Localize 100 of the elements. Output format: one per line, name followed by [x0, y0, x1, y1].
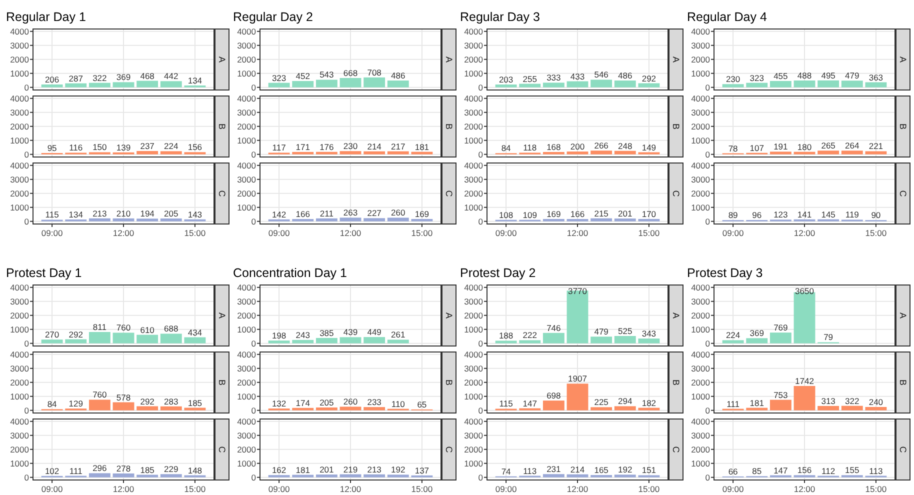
y-tick-label: 3000 [237, 107, 256, 118]
data-label: 109 [522, 210, 538, 220]
data-label: 181 [414, 142, 430, 152]
y-tick-label: 0 [251, 82, 256, 92]
y-tick-label: 2000 [691, 54, 710, 64]
y-tick-label: 1000 [237, 324, 256, 334]
data-label: 452 [296, 71, 310, 82]
data-label: 231 [546, 464, 562, 474]
data-label: 578 [116, 392, 131, 402]
y-tick-label: 2000 [464, 377, 484, 388]
data-label: 215 [594, 208, 609, 218]
x-tick-label: 09:00 [495, 228, 517, 238]
data-label: 753 [774, 390, 788, 400]
data-label: 123 [774, 210, 788, 220]
data-label: 156 [188, 142, 202, 152]
chart-title: Regular Day 2 [233, 10, 313, 24]
data-label: 66 [728, 466, 738, 476]
data-label: 90 [871, 210, 881, 220]
data-label: 442 [164, 71, 178, 82]
y-tick-label: 4000 [237, 416, 256, 426]
data-label: 546 [594, 70, 609, 80]
bar [495, 340, 517, 344]
data-label: 449 [367, 327, 382, 338]
x-tick-label: 12:00 [566, 228, 588, 238]
y-tick-label: 1000 [237, 458, 256, 468]
chart-title: Protest Day 2 [460, 266, 536, 280]
data-label: 171 [296, 142, 310, 152]
bar [112, 402, 134, 410]
y-tick-label: 2000 [10, 54, 30, 64]
data-label: 233 [367, 397, 382, 408]
data-label: 111 [69, 466, 83, 476]
data-label: 495 [821, 70, 836, 80]
data-label: 117 [272, 142, 286, 153]
data-label: 134 [68, 209, 84, 220]
bar [746, 408, 768, 410]
bar [746, 338, 768, 344]
bar [818, 406, 840, 410]
y-tick-label: 1000 [237, 68, 256, 78]
y-tick-label: 2000 [237, 310, 256, 320]
data-label: 108 [498, 210, 514, 220]
y2-axis-title: B [898, 379, 908, 386]
data-label: 174 [296, 398, 310, 408]
data-label: 165 [594, 465, 609, 476]
y-tick-label: 4000 [691, 26, 710, 36]
data-label: 89 [728, 210, 738, 220]
y-tick-label: 3000 [464, 174, 484, 184]
bar [638, 408, 660, 410]
data-label: 224 [726, 330, 740, 340]
y-tick-label: 1000 [464, 324, 484, 334]
data-label: 95 [47, 143, 58, 154]
data-label: 169 [546, 208, 562, 219]
bar [136, 406, 158, 410]
y-tick-label: 0 [478, 405, 484, 416]
y-tick-label: 3000 [237, 174, 256, 184]
data-label: 180 [797, 142, 812, 152]
x-tick-label: 15:00 [184, 228, 206, 238]
y-tick-label: 0 [251, 338, 256, 348]
bar [722, 340, 744, 344]
data-label: 270 [44, 330, 60, 340]
y-tick-label: 4000 [691, 416, 710, 426]
data-label: 139 [116, 142, 131, 152]
data-label: 488 [797, 70, 812, 81]
y-tick-label: 4000 [691, 349, 710, 360]
x-tick-label: 09:00 [41, 484, 63, 494]
y-tick-label: 3000 [464, 363, 484, 374]
data-label: 237 [140, 141, 155, 152]
data-label: 181 [296, 464, 310, 475]
y-tick-label: 4000 [10, 349, 30, 360]
data-label: 363 [868, 72, 884, 82]
y-tick-label: 0 [705, 216, 710, 226]
data-label: 248 [618, 140, 632, 151]
x-tick-label: 12:00 [794, 484, 816, 494]
data-label: 191 [774, 142, 788, 152]
bar [542, 400, 564, 410]
data-label: 74 [501, 466, 512, 476]
bar [112, 332, 134, 344]
y-tick-label: 1000 [237, 202, 256, 212]
y-tick-label: 2000 [691, 310, 710, 320]
y-tick-label: 0 [705, 149, 710, 160]
chart-title: Regular Day 1 [6, 10, 86, 24]
x-tick-label: 15:00 [865, 228, 887, 238]
y-tick-label: 1000 [691, 68, 710, 78]
chart-title: Protest Day 1 [6, 266, 82, 280]
y-tick-label: 4000 [237, 282, 256, 292]
y-tick-label: 2000 [691, 444, 710, 454]
data-label: 110 [391, 398, 406, 409]
x-tick-label: 15:00 [411, 484, 433, 494]
y-tick-label: 4000 [691, 282, 710, 292]
data-label: 323 [750, 72, 764, 83]
data-label: 214 [367, 141, 382, 152]
y-tick-label: 1000 [464, 68, 484, 78]
bar [160, 334, 182, 344]
bar [542, 332, 564, 344]
y2-axis-title: B [216, 123, 227, 130]
y-tick-label: 1000 [10, 391, 30, 402]
y2-axis-title: C [216, 446, 227, 454]
y-tick-label: 3000 [691, 107, 710, 118]
y-tick-label: 2000 [237, 188, 256, 198]
y-tick-label: 4000 [237, 160, 256, 170]
y-tick-label: 2000 [464, 121, 484, 132]
